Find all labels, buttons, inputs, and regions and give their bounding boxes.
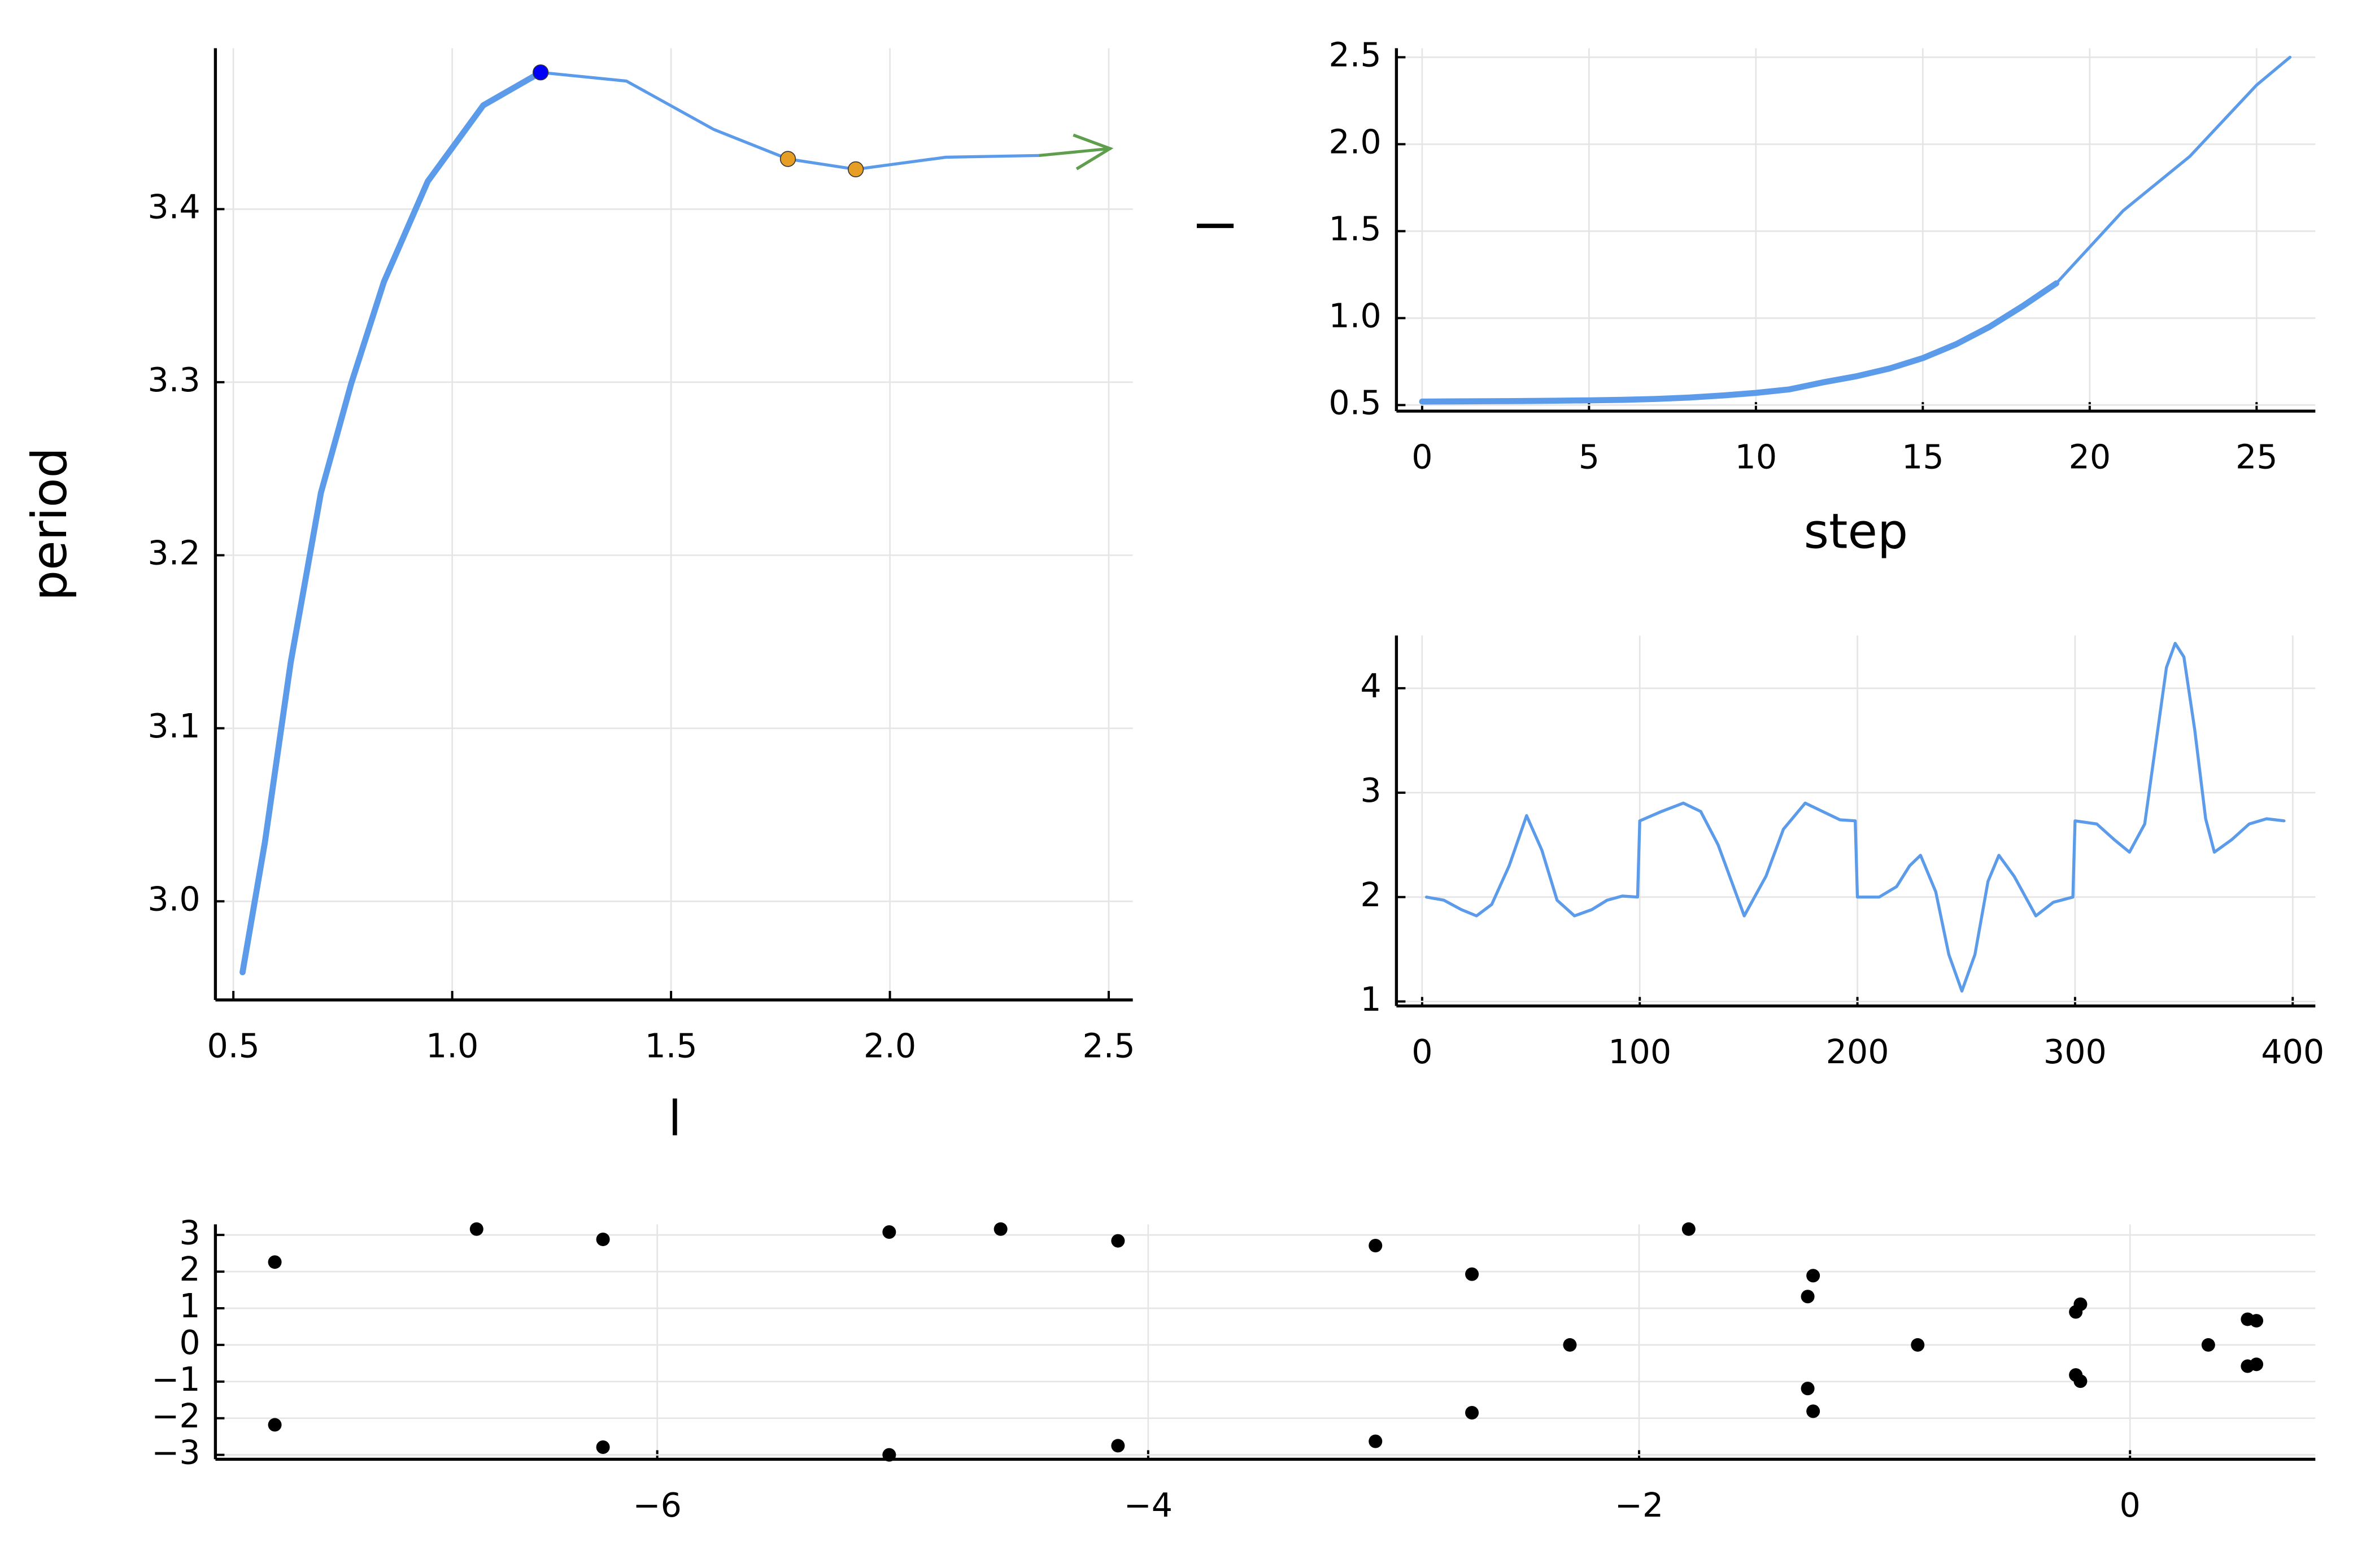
point	[2250, 1314, 2264, 1328]
y-axis-title: period	[22, 447, 78, 601]
point	[1806, 1404, 1820, 1418]
y-tick-label: 2.5	[1328, 36, 1381, 74]
y-tick-label: 3	[179, 1213, 200, 1252]
point	[1911, 1338, 1925, 1352]
marker	[533, 64, 549, 81]
x-tick-label: 10	[1735, 438, 1777, 477]
y-tick-label: 1.5	[1328, 209, 1381, 248]
point	[1111, 1439, 1125, 1453]
x-tick-label: 15	[1902, 438, 1944, 477]
x-tick-label: 300	[2043, 1033, 2107, 1071]
x-tick-label: 0	[1411, 1033, 1432, 1071]
arrow	[1039, 133, 1114, 171]
point	[1465, 1405, 1479, 1420]
marker	[847, 161, 864, 178]
point	[1369, 1434, 1383, 1448]
x-tick-label: 1.5	[644, 1027, 697, 1065]
point	[2073, 1374, 2088, 1388]
y-tick-label: −1	[151, 1360, 200, 1399]
point	[596, 1440, 610, 1455]
y-tick-label: 0	[179, 1324, 200, 1362]
y-tick-label: −3	[151, 1434, 200, 1472]
x-tick-label: 0	[1411, 438, 1432, 477]
x-tick-label: 2.5	[1082, 1027, 1135, 1065]
x-tick-label: −2	[1615, 1486, 1663, 1525]
x-tick-label: −4	[1124, 1486, 1173, 1525]
line	[241, 71, 1041, 974]
point	[1806, 1269, 1820, 1283]
y-axis-title: l	[1189, 219, 1245, 233]
x-tick-label: 1.0	[426, 1027, 478, 1065]
y-tick-label: 3.3	[147, 361, 200, 399]
y-tick-label: 3	[1360, 771, 1381, 810]
point	[1465, 1267, 1479, 1281]
point	[268, 1255, 282, 1269]
line	[1424, 641, 2286, 993]
point	[882, 1448, 896, 1462]
y-tick-label: 3.0	[147, 880, 200, 918]
x-axis-title: step	[1804, 504, 1908, 560]
x-tick-label: −6	[633, 1486, 681, 1525]
point	[994, 1222, 1008, 1236]
marker	[779, 151, 796, 167]
y-tick-label: −2	[151, 1397, 200, 1435]
x-tick-label: 20	[2069, 438, 2111, 477]
point	[1801, 1290, 1815, 1304]
point	[268, 1418, 282, 1432]
point	[1681, 1222, 1696, 1236]
y-tick-label: 3.4	[147, 187, 200, 226]
point	[2201, 1338, 2215, 1352]
point	[2069, 1305, 2083, 1319]
point	[596, 1232, 610, 1246]
y-tick-label: 3.1	[147, 707, 200, 745]
x-tick-label: 25	[2236, 438, 2278, 477]
y-tick-label: 2.0	[1328, 123, 1381, 161]
point	[1369, 1239, 1383, 1253]
x-tick-label: 200	[1826, 1033, 1889, 1071]
x-axis-title: l	[668, 1091, 682, 1147]
x-tick-label: 2.0	[864, 1027, 916, 1065]
x-tick-label: 5	[1579, 438, 1600, 477]
x-tick-label: 100	[1608, 1033, 1671, 1071]
y-tick-label: 2	[179, 1250, 200, 1289]
point	[1111, 1234, 1125, 1248]
line	[239, 69, 544, 976]
point	[469, 1222, 483, 1236]
x-tick-label: 0	[2120, 1486, 2141, 1525]
x-tick-label: 0.5	[207, 1027, 260, 1065]
y-tick-label: 1	[179, 1287, 200, 1325]
y-tick-label: 2	[1360, 876, 1381, 914]
point	[882, 1225, 896, 1239]
y-tick-label: 3.2	[147, 534, 200, 572]
line	[1420, 55, 2292, 403]
y-tick-label: 0.5	[1328, 383, 1381, 422]
point	[2250, 1357, 2264, 1372]
y-tick-label: 1.0	[1328, 296, 1381, 335]
y-tick-label: 4	[1360, 667, 1381, 705]
point	[1563, 1338, 1577, 1352]
x-tick-label: 400	[2261, 1033, 2324, 1071]
point	[1801, 1382, 1815, 1396]
y-tick-label: 1	[1360, 980, 1381, 1019]
